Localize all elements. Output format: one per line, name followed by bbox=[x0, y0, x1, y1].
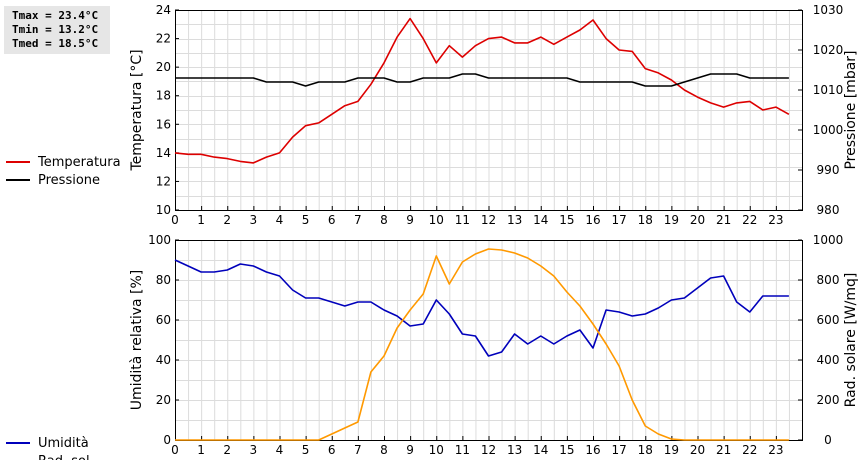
x-tick-label: 21 bbox=[716, 443, 731, 457]
tmax-text: Tmax = 23.4°C bbox=[12, 9, 99, 22]
y-left-tick-label: 14 bbox=[156, 146, 171, 160]
series-line-temperatura bbox=[174, 17, 790, 164]
x-tick-label: 9 bbox=[406, 443, 414, 457]
chart-humidity-radiation: 0 1 2 3 4 5 6 7 8 9 10 11 12 13 14 15 16 17 18 19 20 21 22 2302… bbox=[6, 233, 859, 460]
y-left-tick-label: 22 bbox=[156, 32, 171, 46]
y-right-axis-title: Pressione [mbar] bbox=[843, 50, 859, 169]
x-tick-label: 16 bbox=[585, 213, 600, 227]
x-tick-label: 19 bbox=[664, 213, 679, 227]
legend-label-pressione: Pressione bbox=[38, 173, 100, 188]
x-tick-label: 1 bbox=[197, 443, 205, 457]
x-tick-label: 14 bbox=[533, 443, 548, 457]
x-tick-label: 20 bbox=[690, 213, 705, 227]
legend-label-temperatura: Temperatura bbox=[37, 155, 121, 170]
y-right-tick-label: 200 bbox=[817, 393, 840, 407]
legend-label-rad-sol-: Rad. sol. bbox=[38, 454, 94, 460]
x-tick-label: 6 bbox=[328, 213, 336, 227]
x-tick-label: 16 bbox=[585, 443, 600, 457]
x-tick-label: 21 bbox=[716, 213, 731, 227]
x-tick-label: 15 bbox=[559, 213, 574, 227]
y-left-tick-label: 0 bbox=[163, 433, 171, 447]
series-line-pressione bbox=[175, 73, 789, 87]
x-tick-label: 22 bbox=[742, 213, 757, 227]
legend-label-umidit-: Umidità bbox=[38, 436, 89, 451]
tmin-text: Tmin = 13.2°C bbox=[12, 23, 99, 36]
x-tick-label: 3 bbox=[250, 443, 258, 457]
y-right-tick-label: 990 bbox=[817, 163, 840, 177]
y-right-tick-label: 0 bbox=[824, 433, 832, 447]
x-tick-label: 1 bbox=[197, 213, 205, 227]
series-line-umidit- bbox=[174, 259, 789, 357]
y-left-tick-label: 100 bbox=[148, 233, 171, 247]
x-tick-label: 23 bbox=[768, 443, 783, 457]
x-tick-label: 11 bbox=[455, 443, 470, 457]
x-tick-label: 12 bbox=[481, 213, 496, 227]
x-tick-label: 18 bbox=[638, 443, 653, 457]
y-right-tick-label: 1000 bbox=[813, 123, 844, 137]
x-tick-label: 2 bbox=[223, 213, 231, 227]
x-tick-label: 11 bbox=[455, 213, 470, 227]
stats-box: Tmax = 23.4°C Tmin = 13.2°C Tmed = 18.5°… bbox=[4, 6, 110, 54]
y-left-tick-label: 40 bbox=[156, 353, 171, 367]
x-tick-label: 6 bbox=[328, 443, 336, 457]
y-left-tick-label: 20 bbox=[156, 60, 171, 74]
x-tick-label: 0 bbox=[171, 213, 179, 227]
y-left-tick-label: 10 bbox=[156, 203, 171, 217]
x-tick-label: 14 bbox=[533, 213, 548, 227]
series-line-rad-sol- bbox=[175, 248, 789, 441]
y-left-tick-label: 16 bbox=[156, 117, 171, 131]
x-tick-label: 17 bbox=[611, 213, 626, 227]
y-right-tick-label: 1010 bbox=[813, 83, 844, 97]
x-tick-label: 17 bbox=[611, 443, 626, 457]
x-tick-label: 10 bbox=[429, 443, 444, 457]
y-right-axis-title: Rad. solare [W/mq] bbox=[843, 273, 859, 408]
y-right-tick-label: 400 bbox=[817, 353, 840, 367]
x-tick-label: 0 bbox=[171, 443, 179, 457]
x-tick-label: 23 bbox=[768, 213, 783, 227]
y-left-axis-title: Umidità relativa [%] bbox=[129, 270, 145, 411]
y-left-tick-label: 18 bbox=[156, 89, 171, 103]
y-left-axis-title: Temperatura [°C] bbox=[129, 49, 145, 171]
x-tick-label: 12 bbox=[481, 443, 496, 457]
x-tick-label: 13 bbox=[507, 213, 522, 227]
plot-frame bbox=[175, 240, 803, 441]
x-tick-label: 3 bbox=[250, 213, 258, 227]
y-right-tick-label: 800 bbox=[817, 273, 840, 287]
y-left-tick-label: 20 bbox=[156, 393, 171, 407]
x-tick-label: 15 bbox=[559, 443, 574, 457]
y-right-tick-label: 1020 bbox=[813, 43, 844, 57]
x-tick-label: 8 bbox=[380, 213, 388, 227]
x-tick-label: 7 bbox=[354, 213, 362, 227]
x-tick-label: 4 bbox=[276, 443, 284, 457]
x-tick-label: 22 bbox=[742, 443, 757, 457]
x-tick-label: 13 bbox=[507, 443, 522, 457]
x-tick-label: 20 bbox=[690, 443, 705, 457]
x-tick-label: 2 bbox=[223, 443, 231, 457]
tmed-text: Tmed = 18.5°C bbox=[12, 37, 99, 50]
y-right-tick-label: 980 bbox=[817, 203, 840, 217]
y-left-tick-label: 80 bbox=[156, 273, 171, 287]
x-tick-label: 5 bbox=[302, 443, 310, 457]
x-tick-label: 7 bbox=[354, 443, 362, 457]
y-right-tick-label: 1030 bbox=[813, 3, 844, 17]
y-right-tick-label: 600 bbox=[817, 313, 840, 327]
chart-temperature-pressure: 0 1 2 3 4 5 6 7 8 9 10 11 12 13 14 15 16 17 18 19 20 21 22 2310… bbox=[6, 3, 859, 227]
plot-frame bbox=[175, 10, 803, 211]
y-left-tick-label: 24 bbox=[156, 3, 171, 17]
x-tick-label: 9 bbox=[406, 213, 414, 227]
y-left-tick-label: 12 bbox=[156, 174, 171, 188]
x-tick-label: 5 bbox=[302, 213, 310, 227]
x-tick-label: 18 bbox=[638, 213, 653, 227]
y-right-tick-label: 1000 bbox=[813, 233, 844, 247]
x-tick-label: 19 bbox=[664, 443, 679, 457]
y-left-tick-label: 60 bbox=[156, 313, 171, 327]
x-tick-label: 10 bbox=[429, 213, 444, 227]
x-tick-label: 4 bbox=[276, 213, 284, 227]
x-tick-label: 8 bbox=[380, 443, 388, 457]
